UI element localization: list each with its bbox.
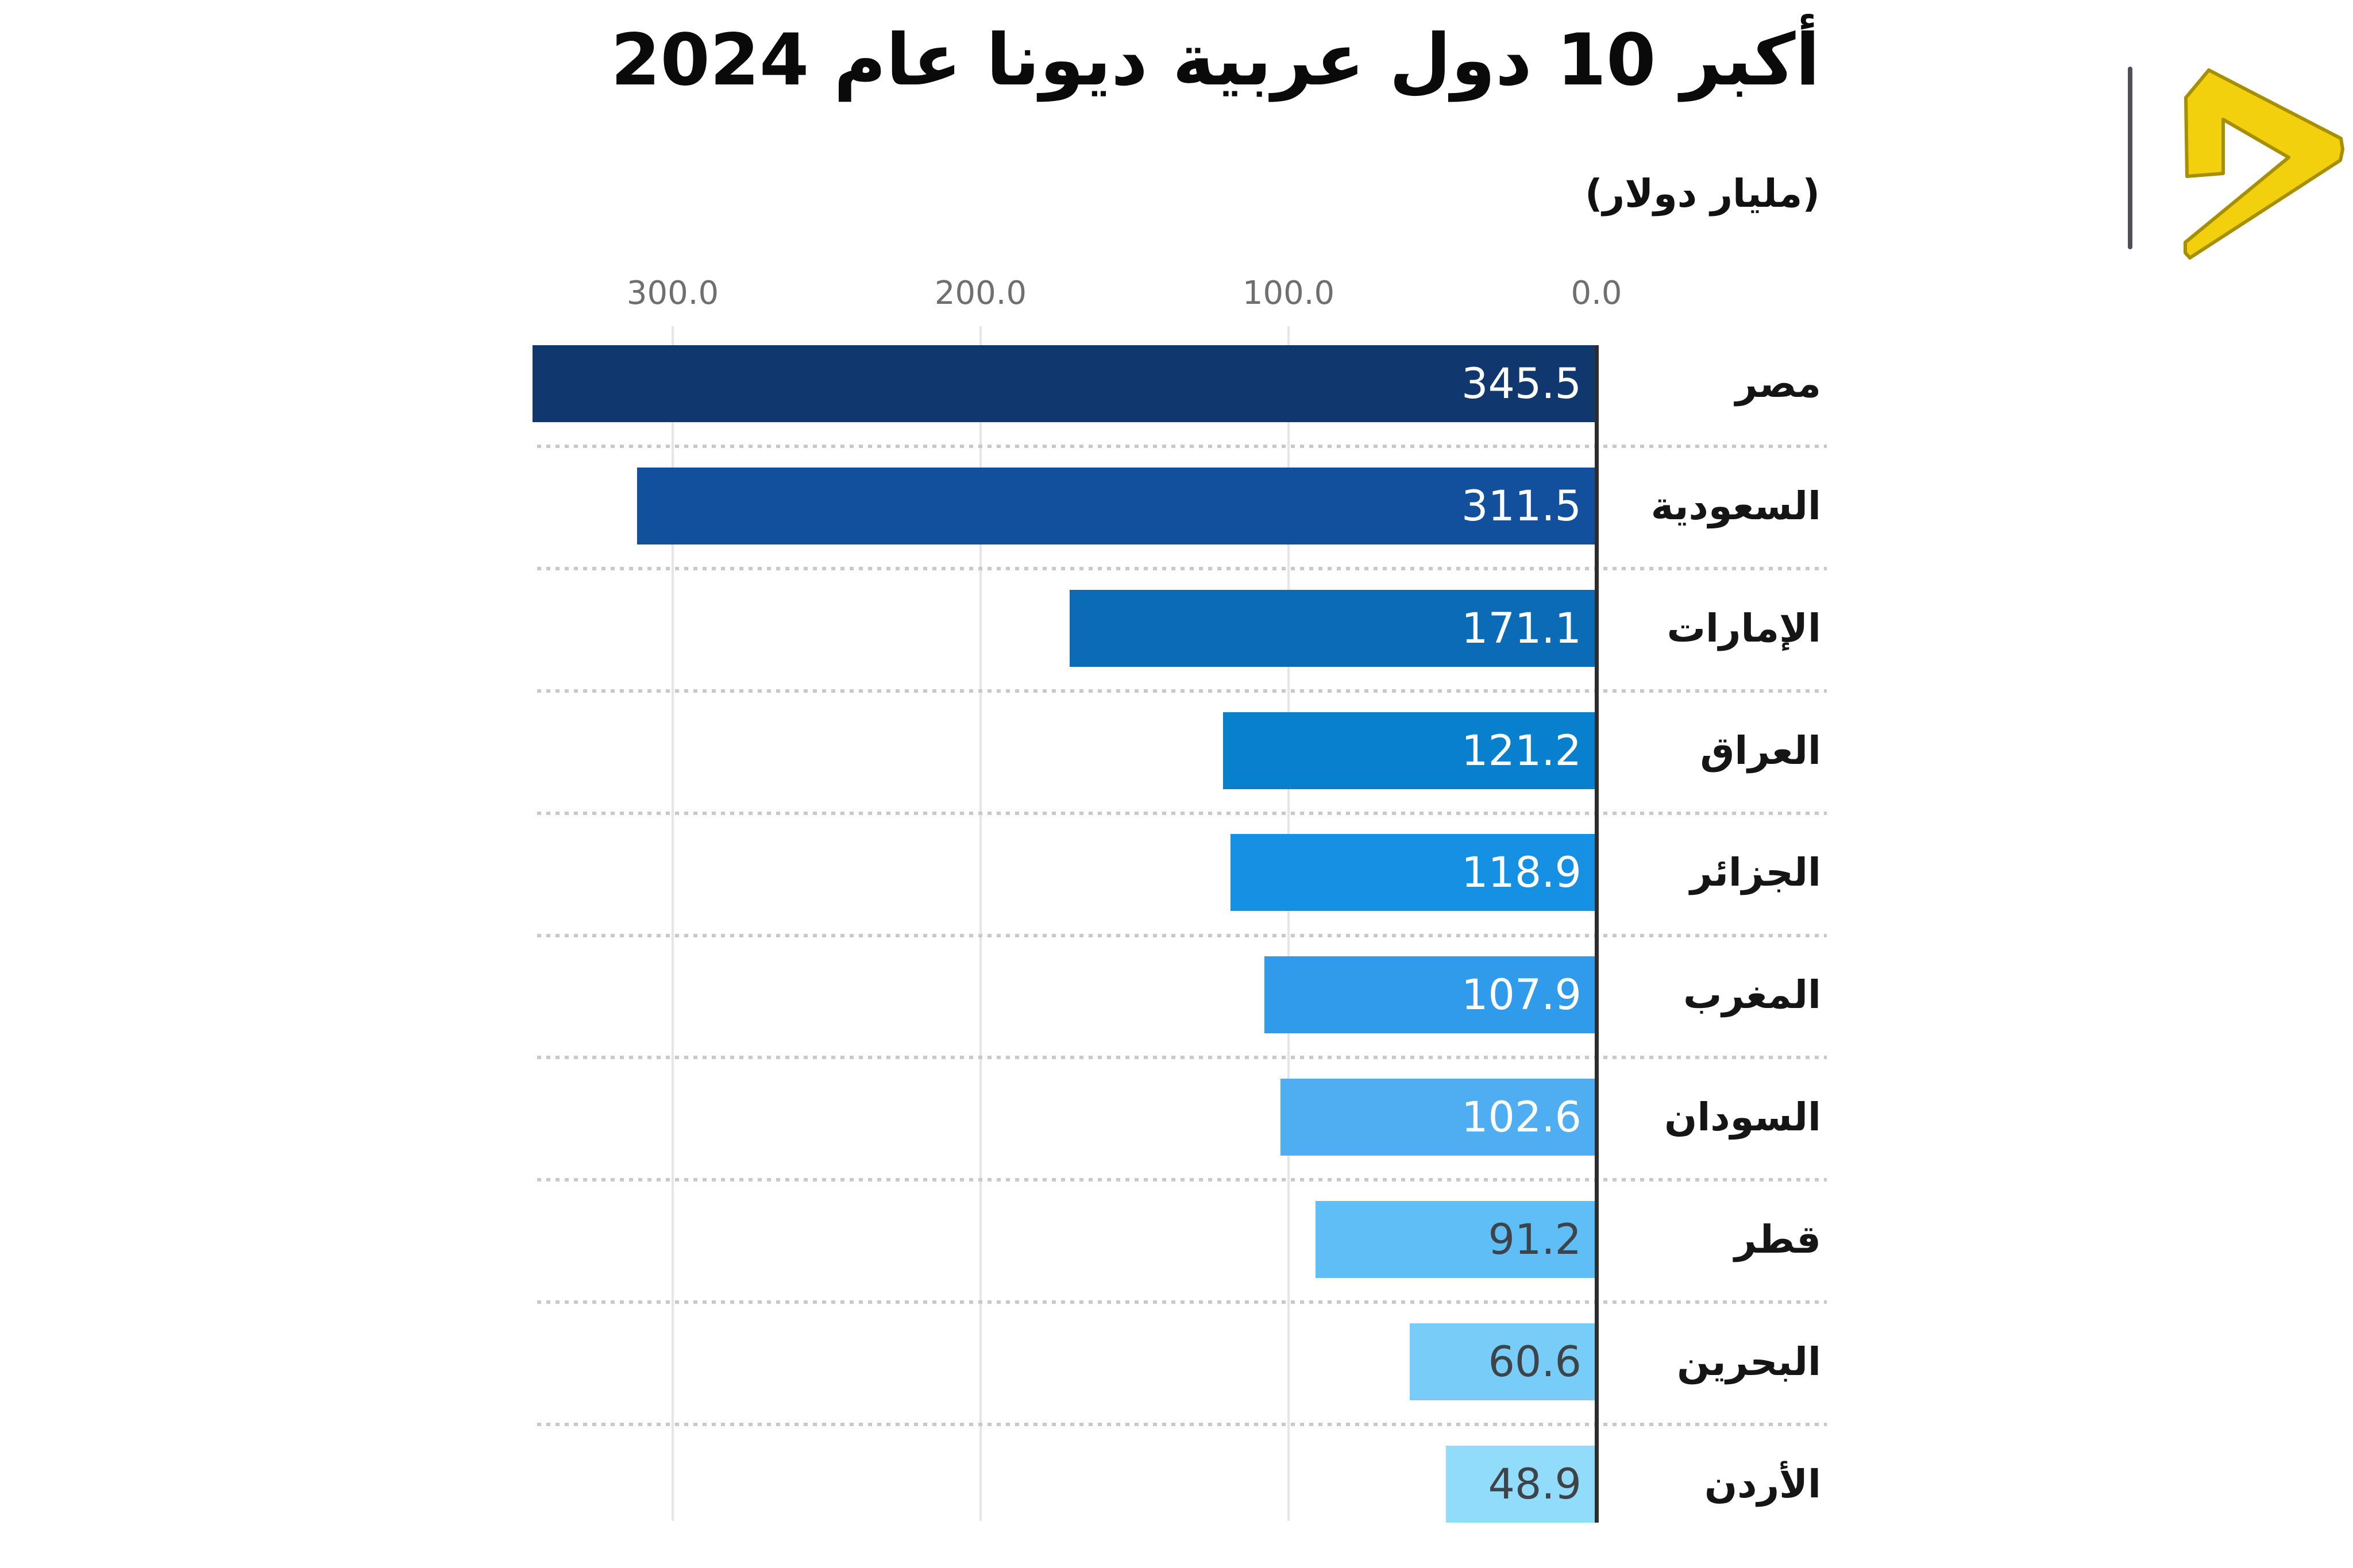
category-label-jordan: الأردن	[1704, 1462, 1821, 1507]
bar-row-qatar: 91.2 قطر	[0, 1201, 2353, 1278]
bar-bahrain[interactable]: 60.6	[1410, 1323, 1596, 1400]
gridline-100	[1287, 326, 1290, 1521]
bar-row-sudan: 102.6 السودان	[0, 1079, 2353, 1156]
page-title: أكبر 10 دول عربية ديونا عام 2024	[611, 19, 1820, 102]
bar-iraq[interactable]: 121.2	[1223, 712, 1596, 789]
bar-row-bahrain: 60.6 البحرين	[0, 1323, 2353, 1400]
gridline-300	[672, 326, 674, 1521]
bar-algeria[interactable]: 118.9	[1230, 834, 1596, 911]
bar-sudan[interactable]: 102.6	[1280, 1079, 1596, 1156]
row-separator	[537, 934, 1827, 937]
bar-value-label: 121.2	[1461, 726, 1581, 775]
bar-row-saudi-arabia: 311.5 السعودية	[0, 468, 2353, 544]
row-separator	[537, 1056, 1827, 1059]
bar-row-algeria: 118.9 الجزائر	[0, 834, 2353, 911]
row-separator	[537, 1178, 1827, 1181]
row-separator	[537, 1300, 1827, 1304]
bar-value-label: 91.2	[1488, 1215, 1581, 1264]
bar-row-morocco: 107.9 المغرب	[0, 956, 2353, 1033]
bar-saudi-arabia[interactable]: 311.5	[637, 468, 1596, 544]
row-separator	[537, 445, 1827, 448]
bar-value-label: 107.9	[1461, 970, 1581, 1019]
bar-value-label: 60.6	[1488, 1337, 1581, 1387]
row-separator	[537, 689, 1827, 693]
yellow-chevron-icon	[2184, 68, 2344, 260]
category-label-bahrain: البحرين	[1677, 1339, 1821, 1384]
category-label-iraq: العراق	[1700, 728, 1822, 773]
bar-value-label: 311.5	[1461, 481, 1581, 531]
category-label-algeria: الجزائر	[1690, 850, 1821, 895]
bar-row-jordan: 48.9 الأردن	[0, 1446, 2353, 1523]
bar-row-egypt: 345.5 مصر	[0, 345, 2353, 422]
category-label-saudi-arabia: السعودية	[1650, 484, 1821, 528]
category-label-sudan: السودان	[1664, 1095, 1821, 1140]
zero-axis-line	[1595, 345, 1599, 1523]
bar-value-label: 345.5	[1461, 359, 1581, 408]
category-label-qatar: قطر	[1734, 1217, 1821, 1262]
bar-value-label: 171.1	[1461, 604, 1581, 653]
bar-row-iraq: 121.2 العراق	[0, 712, 2353, 789]
row-separator	[537, 1423, 1827, 1426]
row-separator	[537, 812, 1827, 815]
category-label-egypt: مصر	[1735, 361, 1821, 406]
x-tick-200: 200.0	[934, 275, 1027, 312]
bar-row-uae: 171.1 الإمارات	[0, 590, 2353, 667]
bar-egypt[interactable]: 345.5	[533, 345, 1596, 422]
unit-subtitle: (مليار دولار)	[1585, 171, 1820, 216]
bar-value-label: 102.6	[1461, 1092, 1581, 1142]
category-label-morocco: المغرب	[1683, 972, 1821, 1017]
bar-value-label: 118.9	[1461, 848, 1581, 897]
bar-jordan[interactable]: 48.9	[1446, 1446, 1596, 1523]
gridline-200	[979, 326, 982, 1521]
x-tick-0: 0.0	[1571, 275, 1622, 312]
bar-value-label: 48.9	[1488, 1459, 1581, 1509]
bar-uae[interactable]: 171.1	[1070, 590, 1596, 667]
brand-logo	[2128, 67, 2344, 260]
row-separator	[537, 567, 1827, 570]
category-label-uae: الإمارات	[1667, 606, 1821, 651]
x-tick-300: 300.0	[626, 275, 719, 312]
bar-qatar[interactable]: 91.2	[1316, 1201, 1596, 1278]
bar-morocco[interactable]: 107.9	[1264, 956, 1596, 1033]
x-tick-100: 100.0	[1242, 275, 1335, 312]
